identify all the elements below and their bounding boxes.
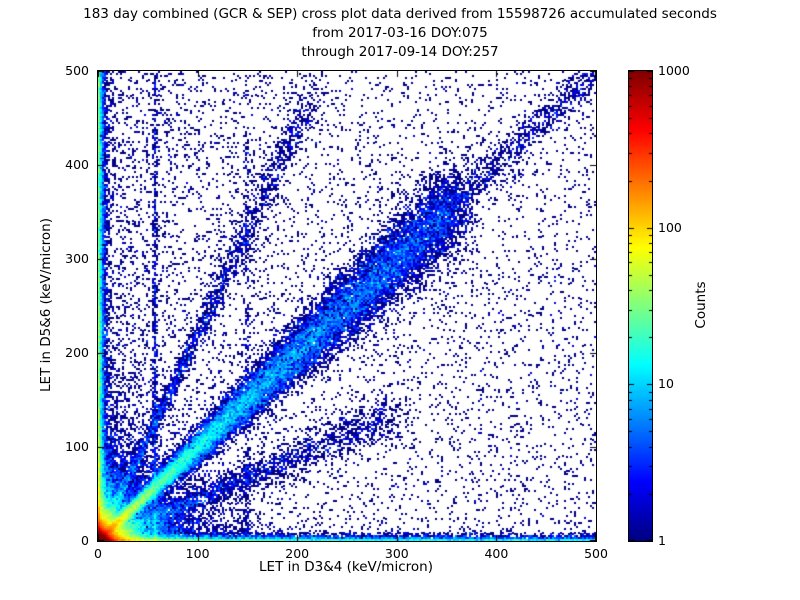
cbtick-label: 1 <box>658 533 666 548</box>
ytick-label: 0 <box>81 533 89 548</box>
xtick-label: 300 <box>384 546 409 561</box>
ytick-label: 300 <box>65 251 89 266</box>
title-line-3: through 2017-09-14 DOY:257 <box>301 44 499 60</box>
title-line-1: 183 day combined (GCR & SEP) cross plot … <box>83 6 717 22</box>
cbtick-label: 10 <box>658 376 674 392</box>
y-axis-label: LET in D5&6 (keV/micron) <box>38 218 54 392</box>
ytick-label: 400 <box>65 157 89 172</box>
ytick-label: 200 <box>65 345 89 360</box>
xtick-label: 100 <box>185 546 210 561</box>
chart-title: 183 day combined (GCR & SEP) cross plot … <box>0 5 800 62</box>
xtick-label: 200 <box>285 546 310 561</box>
xtick-label: 0 <box>94 546 102 561</box>
xtick-label: 400 <box>484 546 509 561</box>
title-line-2: from 2017-03-16 DOY:075 <box>312 25 488 41</box>
scatter-canvas <box>98 71 596 541</box>
x-axis-label: LET in D3&4 (keV/micron) <box>259 559 433 575</box>
cbtick-label: 1000 <box>658 63 690 78</box>
colorbar-canvas <box>629 71 652 541</box>
plot-area <box>97 70 597 542</box>
ytick-label: 100 <box>65 439 89 454</box>
xtick-label: 500 <box>584 546 608 561</box>
colorbar <box>628 70 653 542</box>
cbtick-label: 100 <box>658 219 682 235</box>
ytick-label: 500 <box>65 63 89 78</box>
colorbar-label: Counts <box>693 281 709 329</box>
